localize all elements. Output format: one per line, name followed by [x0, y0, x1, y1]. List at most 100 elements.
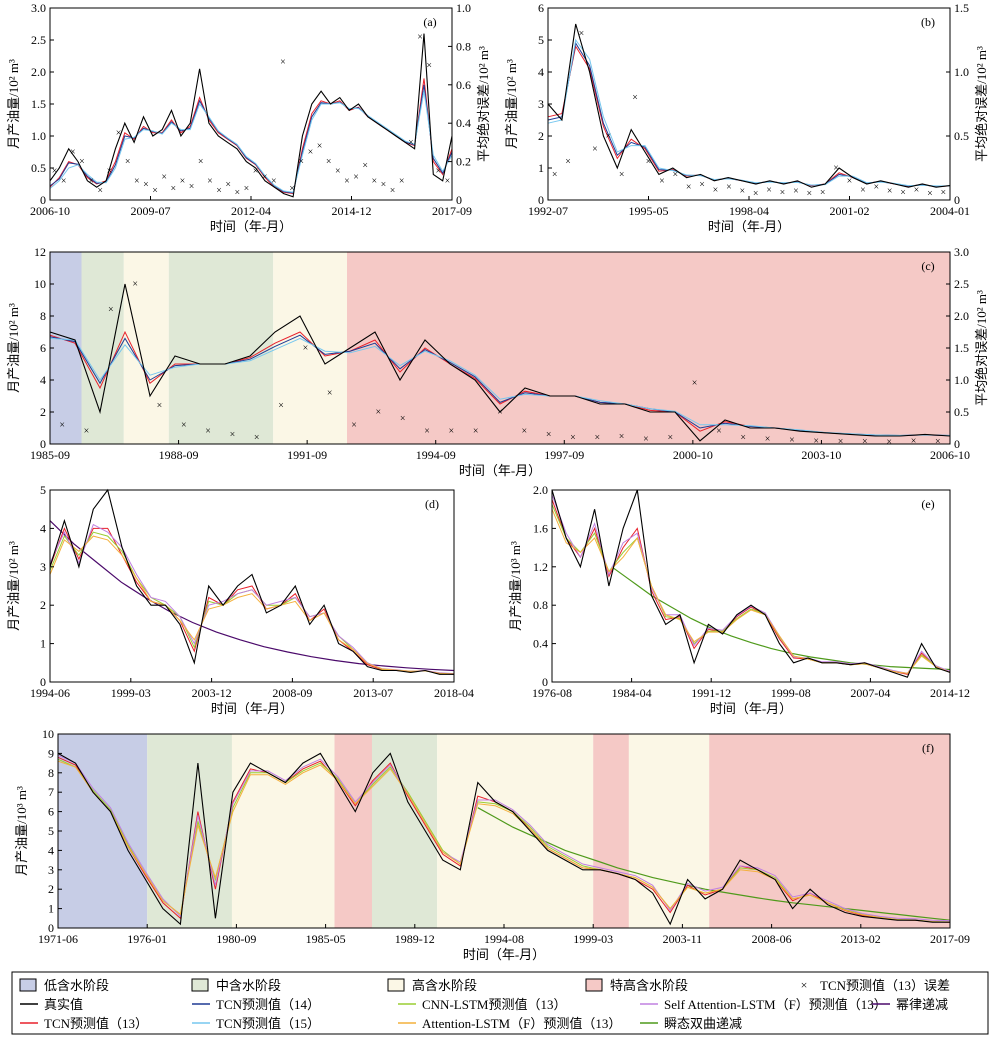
- y-tick-label: 6: [48, 805, 54, 819]
- error-marker: ×: [914, 185, 920, 196]
- error-marker: ×: [408, 137, 414, 148]
- y2-tick-label: 0.6: [456, 78, 471, 92]
- error-marker: ×: [399, 176, 405, 187]
- error-marker: ×: [52, 166, 58, 177]
- x-tick-label: 1976-08: [532, 686, 572, 700]
- legend-label: TCN预测值（13）误差: [820, 978, 950, 993]
- y-tick-label: 6: [40, 341, 46, 355]
- error-marker: ×: [351, 420, 357, 431]
- panel-c: × × × × × × × × × × × × × × × × × × × × × × × × × × × × × × × × × × × × × 0 2 4…: [6, 245, 989, 478]
- y-tick-label: 4: [48, 843, 54, 857]
- error-marker: ×: [308, 147, 314, 158]
- stage-band: [50, 252, 82, 444]
- y2-tick-label: 0: [456, 193, 462, 207]
- legend-item-stage_ultra: 特高含水阶段: [585, 978, 688, 993]
- series-selfattn: [49, 523, 455, 675]
- y-tick-label: 1: [40, 637, 46, 651]
- series-selfattn: [551, 494, 951, 674]
- legend-label: 特高含水阶段: [610, 978, 688, 993]
- error-marker: ×: [449, 426, 455, 437]
- legend-item-stage_high: 高含水阶段: [387, 978, 477, 993]
- x-tick-label: 2006-10: [30, 204, 70, 218]
- y-tick-label: 4: [40, 373, 46, 387]
- y2-tick-label: 1.5: [954, 341, 969, 355]
- y-tick-label: 0: [542, 675, 548, 689]
- error-marker: ×: [766, 185, 772, 196]
- legend-swatch: [19, 978, 37, 992]
- y-tick-label: 8: [48, 766, 54, 780]
- error-marker: ×: [225, 180, 231, 191]
- error-marker: ×: [911, 436, 917, 447]
- x-tick-label: 1971-06: [38, 932, 78, 946]
- y-tick-label: 0: [48, 921, 54, 935]
- legend-item-powerlaw: 幂律递减: [872, 997, 948, 1012]
- y-tick-label: 5: [40, 483, 46, 497]
- y-tick-label: 2: [40, 405, 46, 419]
- stage-band: [273, 252, 347, 444]
- legend-item-stage_mid: 中含水阶段: [191, 978, 281, 993]
- x-tick-label: 1994-06: [30, 686, 70, 700]
- error-marker: ×: [254, 433, 260, 444]
- error-marker: ×: [887, 186, 893, 197]
- series-attn: [49, 535, 455, 675]
- x-tick-label: 2008-06: [752, 932, 792, 946]
- x-tick-label: 1995-05: [629, 204, 669, 218]
- x-tick-label: 2008-09: [272, 686, 312, 700]
- x-tick-label: 2003-10: [801, 448, 841, 462]
- error-marker: ×: [280, 57, 286, 68]
- legend-label: 中含水阶段: [216, 978, 281, 993]
- series-cnnlstm: [49, 531, 455, 675]
- x-tick-label: 2004-01: [930, 204, 970, 218]
- x-tick-label: 1999-03: [111, 686, 151, 700]
- error-marker: ×: [445, 176, 451, 187]
- y-tick-label: 2.5: [31, 33, 46, 47]
- error-marker: ×: [605, 131, 611, 142]
- x-tick-label: 1989-12: [395, 932, 435, 946]
- error-marker: ×: [116, 128, 122, 139]
- error-marker: ×: [143, 180, 149, 191]
- error-marker: ×: [417, 32, 423, 43]
- legend-label: TCN预测值（13）: [44, 1016, 148, 1031]
- y2-tick-label: 0: [954, 437, 960, 451]
- y2-axis-title: 平均绝对误差/10² m³: [974, 46, 989, 162]
- error-marker: ×: [497, 407, 503, 418]
- legend-label: Self Attention-LSTM（F）预测值（13）: [664, 997, 887, 1012]
- error-marker: ×: [152, 185, 158, 196]
- error-marker: ×: [234, 187, 240, 198]
- error-marker: ×: [873, 182, 879, 193]
- y-tick-label: 7: [48, 785, 54, 799]
- y-tick-label: 3: [40, 560, 46, 574]
- legend-label: 真实值: [44, 997, 83, 1012]
- y-tick-label: 1.6: [533, 521, 548, 535]
- error-marker: ×: [579, 29, 585, 40]
- y-tick-label: 6: [538, 1, 544, 15]
- plot-frame: [547, 7, 951, 201]
- error-marker: ×: [171, 183, 177, 194]
- plot-frame: [551, 489, 951, 683]
- series-tcn13: [547, 45, 951, 188]
- error-marker: ×: [860, 185, 866, 196]
- y-tick-label: 0.8: [533, 598, 548, 612]
- stage-band: [231, 734, 335, 928]
- legend-item-selfattn: Self Attention-LSTM（F）预测值（13）: [640, 997, 887, 1012]
- x-tick-label: 2006-10: [930, 448, 970, 462]
- x-tick-label: 2003-12: [192, 686, 232, 700]
- error-marker: ×: [862, 436, 868, 447]
- stage-band: [81, 252, 124, 444]
- legend-label: 瞬态双曲递减: [664, 1016, 742, 1031]
- error-marker: ×: [134, 176, 140, 187]
- x-tick-label: 1980-09: [216, 932, 256, 946]
- error-marker: ×: [552, 169, 558, 180]
- stage-band: [334, 734, 372, 928]
- error-marker: ×: [686, 182, 692, 193]
- error-marker: ×: [740, 433, 746, 444]
- error-marker: ×: [157, 401, 163, 412]
- error-marker: ×: [592, 144, 598, 155]
- y-tick-label: 1: [538, 161, 544, 175]
- series-attn: [57, 760, 951, 923]
- x-tick-label: 2012-04: [231, 204, 271, 218]
- legend-label: TCN预测值（14）: [216, 997, 320, 1012]
- x-tick-label: 1999-03: [573, 932, 613, 946]
- y-axis-title: 月产油量/10² m³: [6, 541, 21, 631]
- legend-label: TCN预测值（15）: [216, 1016, 320, 1031]
